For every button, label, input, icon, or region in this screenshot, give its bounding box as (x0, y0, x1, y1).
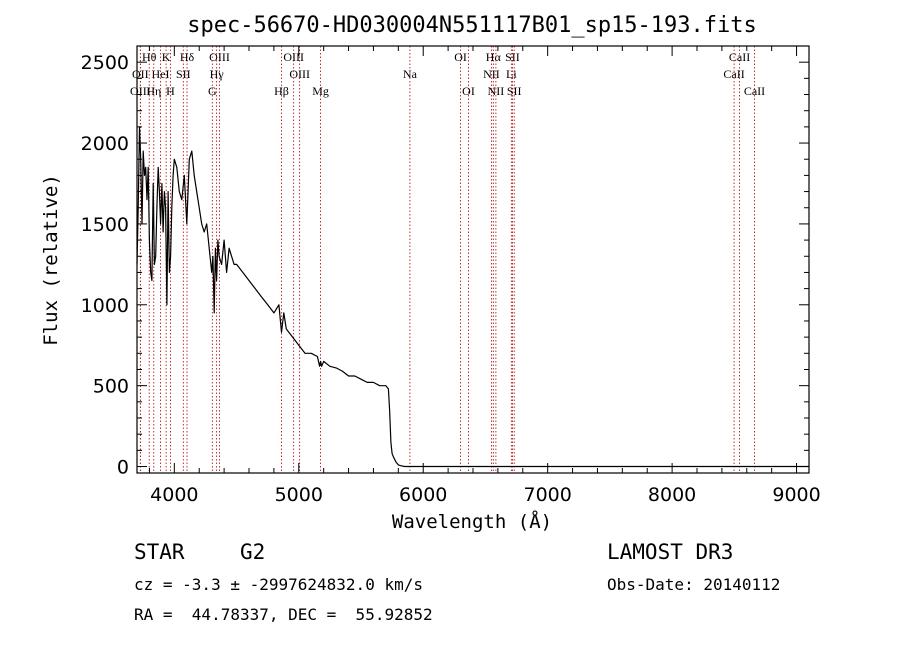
line-label-11: G (208, 84, 217, 98)
line-label-24: SII (507, 84, 522, 98)
line-label-25: CaII (729, 50, 750, 64)
x-tick-label-4000: 4000 (150, 484, 198, 506)
line-label-13: OIII (289, 67, 310, 81)
y-axis-label: Flux (relative) (40, 174, 62, 346)
line-label-2: OIII (130, 84, 151, 98)
line-label-18: OI (462, 84, 475, 98)
x-tick-label-7000: 7000 (523, 484, 571, 506)
line-label-7: SII (176, 67, 191, 81)
line-label-15: Mg (312, 84, 329, 98)
line-label-26: CaII (723, 67, 744, 81)
chart-title: spec-56670-HD030004N551117B01_sp15-193.f… (187, 13, 757, 38)
flux-series-line (136, 126, 809, 468)
line-label-9: OIII (209, 50, 230, 64)
x-tick-label-8000: 8000 (648, 484, 696, 506)
x-tick-label-9000: 9000 (772, 484, 820, 506)
line-label-23: Li (506, 67, 517, 81)
line-label-21: NII (488, 84, 505, 98)
line-label-5: Hη (146, 84, 161, 98)
line-label-4: HeI (152, 67, 170, 81)
line-label-19: Hα (486, 50, 502, 64)
line-label-8: H (166, 84, 175, 98)
x-tick-label-6000: 6000 (399, 484, 447, 506)
y-tick-label-500: 500 (93, 376, 129, 398)
y-tick-label-2000: 2000 (81, 133, 129, 155)
line-label-27: CaII (744, 84, 765, 98)
line-label-14: Hβ (274, 84, 289, 98)
observation-date: Obs-Date: 20140112 (607, 575, 781, 594)
line-label-12: OIII (283, 50, 304, 64)
line-label-20: NII (483, 67, 500, 81)
redshift-readout: cz = -3.3 ± -2997624832.0 km/s (134, 575, 423, 594)
y-tick-label-1500: 1500 (81, 214, 129, 236)
x-axis-label: Wavelength (Å) (392, 510, 552, 533)
object-type: STAR (134, 540, 185, 564)
line-label-3: K (162, 50, 171, 64)
x-tick-label-5000: 5000 (275, 484, 323, 506)
survey-release: LAMOST DR3 (607, 540, 734, 564)
y-tick-label-0: 0 (117, 457, 129, 479)
line-label-6: Hδ (180, 50, 195, 64)
plot-frame (136, 45, 810, 474)
line-label-10: Hγ (210, 67, 225, 81)
coordinates-readout: RA = 44.78337, DEC = 55.92852 (134, 605, 433, 624)
line-label-0: Hθ (142, 50, 157, 64)
y-tick-label-2500: 2500 (81, 52, 129, 74)
line-label-17: OI (454, 50, 467, 64)
line-label-16: Na (403, 67, 418, 81)
y-tick-label-1000: 1000 (81, 295, 129, 317)
line-label-22: SII (505, 50, 520, 64)
spectral-subclass: G2 (240, 540, 266, 564)
